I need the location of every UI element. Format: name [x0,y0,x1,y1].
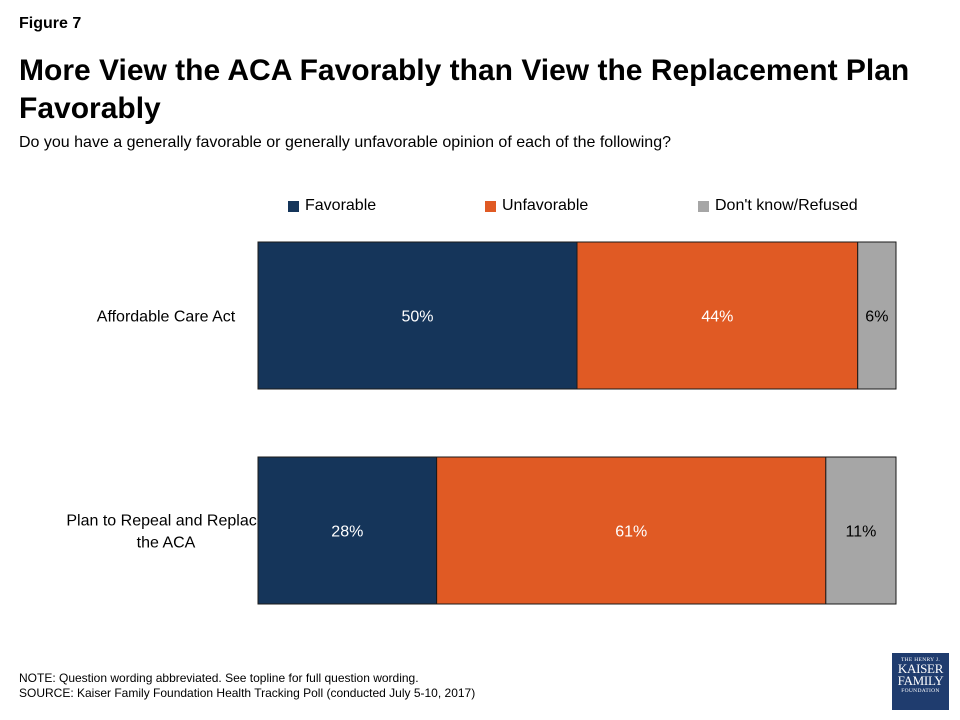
data-label-don-t-know-refused-affordable-care-act: 6% [865,309,888,326]
chart-subtitle: Do you have a generally favorable or gen… [19,134,671,151]
legend-label-unfavorable: Unfavorable [502,197,589,214]
category-label-plan-to-repeal-and-replace-the-aca: Plan to Repeal and Replace the ACA [66,513,265,552]
legend-item-unfavorable: Unfavorable [485,197,588,215]
legend-swatch-favorable [288,200,299,212]
logo-line-2: KAISER [897,661,944,676]
figure-label: Figure 7 [19,15,82,32]
legend-label-dont-know: Don't know/Refused [715,197,858,214]
legend-item-favorable: Favorable [288,197,376,215]
chart-title: More View the ACA Favorably than View th… [19,54,910,125]
logo-line-3: FAMILY [897,673,944,688]
stacked-bar-chart: Affordable Care Act 50% 44% 6% Plan to Repea… [66,241,897,605]
legend-swatch-unfavorable [485,200,496,212]
data-label-favorable-plan-to-repeal-and-replace-the-aca: 28% [331,524,363,541]
bar-unfavorable-affordable-care-act [576,241,859,390]
legend-item-dont-know: Don't know/Refused [698,197,858,215]
category-label-affordable-care-act: Affordable Care Act [97,309,236,326]
bar-favorable-affordable-care-act [257,241,578,390]
legend-swatch-dont-know [698,200,709,212]
note-text: NOTE: Question wording abbreviated. See … [19,671,419,685]
legend-label-favorable: Favorable [305,197,377,214]
data-label-favorable-affordable-care-act: 50% [401,309,433,326]
logo-line-1: THE HENRY J. [901,657,940,663]
bar-unfavorable-plan-to-repeal-and-replace-the-aca [436,456,827,605]
bar-don-t-know-refused-plan-to-repeal-and-replace-the-aca [825,456,897,605]
legend: Favorable Unfavorable Don't know/Refused [0,197,960,217]
footnotes: NOTE: Question wording abbreviated. See … [19,671,475,701]
data-label-unfavorable-plan-to-repeal-and-replace-the-aca: 61% [615,524,647,541]
bar-favorable-plan-to-repeal-and-replace-the-aca [257,456,438,605]
bar-don-t-know-refused-affordable-care-act [857,241,897,390]
data-label-don-t-know-refused-plan-to-repeal-and-replace-the-aca: 11% [845,524,876,541]
kff-logo: THE HENRY J. KAISER FAMILY FOUNDATION [892,653,949,710]
data-label-unfavorable-affordable-care-act: 44% [701,309,733,326]
source-text: SOURCE: Kaiser Family Foundation Health … [19,686,476,700]
logo-line-4: FOUNDATION [901,688,940,694]
